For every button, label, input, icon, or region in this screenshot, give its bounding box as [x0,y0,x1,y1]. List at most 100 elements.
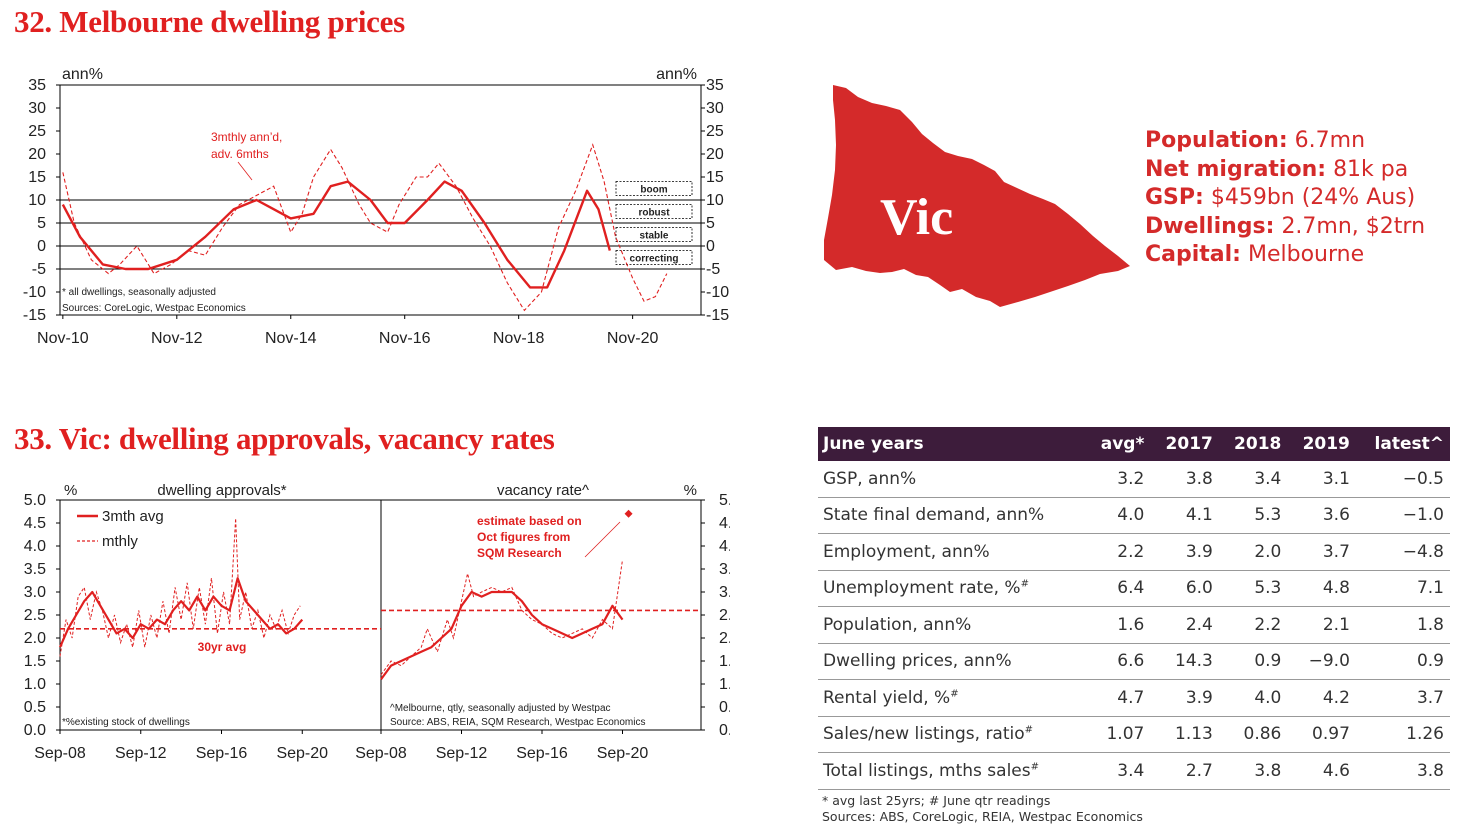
table-cell: 0.86 [1218,716,1288,753]
table-cell: 0.97 [1287,716,1356,753]
fact-gsp-label: GSP: [1145,185,1204,210]
chart32-y-tick-left: 25 [28,123,46,140]
fact-population: Population: 6.7mn [1145,127,1425,156]
chart33-right-note-1: ^Melbourne, qtly, seasonally adjusted by… [390,703,611,714]
chart33-x-tick-left: Sep-16 [196,745,248,762]
table-cell: 4.8 [1287,570,1356,607]
table-cell: 3.8 [1150,461,1219,498]
estimate-note-line2: Oct figures from [477,530,570,544]
chart33-y-tick-left: 5.0 [24,492,46,509]
chart33-y-tick-right: 3.5 [719,561,730,578]
chart32-series-3mthly [62,143,668,312]
chart32-y-tick-right: 15 [706,169,724,186]
chart32-annotation-pointer [237,161,253,181]
fact-net-migration: Net migration: 81k pa [1145,156,1425,185]
fact-dwellings-label: Dwellings: [1145,213,1275,239]
table-footnote-1: * avg last 25yrs; # June qtr readings [822,793,1051,808]
table-row-label: Unemployment rate, %# [818,570,1087,607]
estimate-note-line3: SQM Research [477,546,562,560]
chart32-y-tick-left: 10 [28,192,46,209]
chart32-y-tick-left: 5 [37,215,46,232]
table-row: Population, ann% 1.6 2.4 2.2 2.1 1.8 [818,606,1450,644]
table-header-cell: June years [818,427,1087,461]
chart33-y-tick-right: 1.0 [719,676,730,693]
table-cell: 6.0 [1150,570,1219,607]
table-row: Unemployment rate, %# 6.4 6.0 5.3 4.8 7.1 [818,570,1450,607]
table-cell: 1.26 [1355,716,1450,753]
table-cell: 14.3 [1150,643,1219,680]
table-cell: 3.7 [1287,533,1356,571]
chart32-y-tick-left: 35 [28,77,46,94]
chart32-y-tick-right: 20 [706,146,724,163]
chart32-title: 32. Melbourne dwelling prices [14,4,405,39]
table-cell: 6.6 [1086,643,1151,680]
table-cell: 5.3 [1218,570,1288,607]
fact-dwellings-value: 2.7mn, $2trn [1281,213,1426,239]
table-row: Total listings, mths sales# 3.4 2.7 3.8 4.6 3… [818,752,1450,790]
chart33-y-tick-right: 5.0 [719,492,730,509]
chart33-right-note-2: Source: ABS, REIA, SQM Research, Westpac… [390,717,645,728]
chart32-svg: boom robust stable correcting 35 30 25 20 15 10 5… [23,66,729,347]
table-cell: 3.8 [1218,752,1288,790]
chart33-svg: 5.0 4.5 4.0 3.5 3.0 2.5 2.0 1.5 1.0 0.5 0.0 5.0 4.5… [24,482,730,762]
chart33-x-tick-right: Sep-20 [597,745,649,762]
chart33-x-tick-left: Sep-12 [115,745,167,762]
chart33-y-tick-left: 1.5 [24,653,46,670]
table-row: Sales/new listings, ratio# 1.07 1.13 0.86 0.… [818,716,1450,753]
table-header-cell: 2018 [1218,427,1288,461]
table-cell: 1.13 [1150,716,1219,753]
band-label-stable: stable [640,231,669,242]
chart33-y-tick-right: 2.5 [719,607,730,624]
chart33-y-tick-right: 0.5 [719,699,730,716]
chart33-y-tick-left: 0.5 [24,699,46,716]
chart32-y-tick-right: 5 [706,215,715,232]
vic-facts: Population: 6.7mn Net migration: 81k pa … [1145,127,1425,270]
table-row: Employment, ann% 2.2 3.9 2.0 3.7 −4.8 [818,533,1450,571]
chart33-left-panel-title: dwelling approvals* [157,482,286,499]
table-cell: 6.4 [1086,570,1151,607]
chart32-y-tick-right: -10 [706,284,729,301]
table-row-label: Dwelling prices, ann% [818,643,1087,680]
chart33-x-tick-right: Sep-16 [516,745,568,762]
chart32-y-tick-left: 0 [37,238,46,255]
table-row-label: Population, ann% [818,606,1087,644]
chart32-y-tick-right: -15 [706,307,729,324]
estimate-note-line1: estimate based on [477,514,582,528]
chart33-y-tick-left: 3.5 [24,561,46,578]
table-cell: −4.8 [1355,533,1450,571]
chart33-y-tick-left: 3.0 [24,584,46,601]
table-row: State final demand, ann% 4.0 4.1 5.3 3.6 −1.0 [818,497,1450,534]
table-cell: 7.1 [1355,570,1450,607]
vacancy-smoothed-series [380,590,624,681]
chart33-y-tick-right: 4.5 [719,515,730,532]
chart32-y-tick-left: 20 [28,146,46,163]
table-cell: 3.7 [1355,679,1450,717]
chart33-y-tick-left: 1.0 [24,676,46,693]
table-cell: 4.6 [1287,752,1356,790]
table-cell: −0.5 [1355,461,1450,498]
band-label-correcting: correcting [630,254,679,265]
fact-net-migration-value: 81k pa [1333,156,1409,182]
table-cell: 0.9 [1218,643,1288,680]
table-row-label: Total listings, mths sales# [818,752,1087,790]
table-cell: −1.0 [1355,497,1450,534]
fact-population-label: Population: [1145,128,1288,153]
fact-capital: Capital: Melbourne [1145,241,1425,270]
fact-gsp-value: $459bn (24% Aus) [1210,185,1416,210]
band-box-stable [615,227,693,242]
chart32-y-tick-right: 30 [706,100,724,117]
chart32-annotation-line1: 3mthly ann’d, [211,130,282,144]
table-cell: 2.0 [1218,533,1288,571]
table-cell: 2.7 [1150,752,1219,790]
band-box-robust [615,204,693,219]
table-header-row: June years avg* 2017 2018 2019 latest^ [818,427,1450,461]
table-cell: 1.6 [1086,606,1151,644]
fact-net-migration-label: Net migration: [1145,156,1327,182]
table-cell: 1.07 [1086,716,1151,753]
chart32-y-tick-right: 10 [706,192,724,209]
chart33-left-note: *%existing stock of dwellings [62,717,190,728]
chart33-y-tick-left: 2.0 [24,630,46,647]
chart32-x-tick: Nov-16 [379,330,431,347]
table-row: Dwelling prices, ann% 6.6 14.3 0.9 −9.0 0.9 [818,643,1450,680]
chart33-y-tick-left: 0.0 [24,722,46,739]
